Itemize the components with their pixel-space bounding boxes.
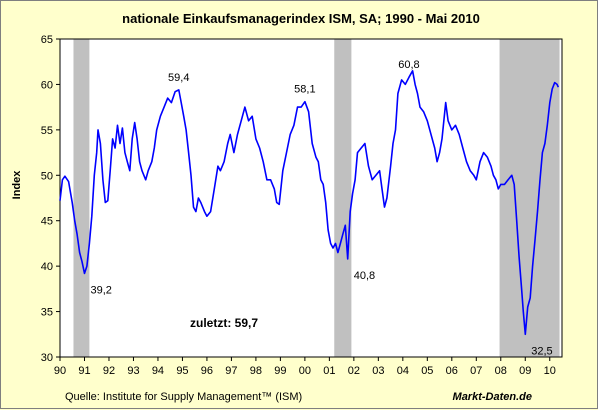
y-tick-label: 45 <box>41 216 53 228</box>
source-note: Quelle: Institute for Supply Management™… <box>65 391 302 403</box>
data-annotation: 40,8 <box>354 270 375 282</box>
y-tick-label: 40 <box>41 261 53 273</box>
x-tick-label: 01 <box>323 365 335 377</box>
x-tick-label: 02 <box>348 365 360 377</box>
x-tick-label: 00 <box>299 365 311 377</box>
x-tick-label: 07 <box>470 365 482 377</box>
x-tick-label: 08 <box>495 365 507 377</box>
x-tick-label: 96 <box>201 365 213 377</box>
y-tick-label: 55 <box>41 125 53 137</box>
y-tick-label: 50 <box>41 170 53 182</box>
x-tick-label: 03 <box>372 365 384 377</box>
x-tick-label: 95 <box>176 365 188 377</box>
data-annotation: 60,8 <box>398 59 419 71</box>
annotations: 59,4 39,2 58,1 40,8 60,8 32,5 <box>90 59 552 357</box>
brand-logo: Markt-Daten.de <box>453 391 532 403</box>
y-tick-label: 65 <box>41 34 53 46</box>
recession-band <box>499 39 560 357</box>
recession-band <box>73 39 90 357</box>
x-tick-label: 99 <box>274 365 286 377</box>
x-tick-label: 94 <box>152 365 164 377</box>
axes: 30 35 40 45 50 55 60 65 90 91 92 93 94 95 96 97 98 99 00 01… <box>41 34 563 377</box>
recession-band <box>334 39 352 357</box>
y-tick-label: 30 <box>41 352 53 364</box>
y-tick-label: 60 <box>41 79 53 91</box>
recession-bands <box>73 39 560 357</box>
data-annotation: 58,1 <box>294 84 315 96</box>
x-tick-label: 98 <box>250 365 262 377</box>
series-line <box>59 70 560 336</box>
x-tick-label: 93 <box>127 365 139 377</box>
data-annotation: 32,5 <box>531 345 552 357</box>
y-tick-label: 35 <box>41 307 53 319</box>
data-annotation: 39,2 <box>90 284 111 296</box>
plot-area <box>60 39 562 357</box>
x-tick-label: 10 <box>544 365 556 377</box>
series-lines <box>59 70 560 336</box>
x-tick-label: 04 <box>397 365 409 377</box>
x-tick-label: 97 <box>225 365 237 377</box>
data-annotation: 59,4 <box>168 72 189 84</box>
y-axis-label: Index <box>11 170 23 200</box>
x-tick-label: 90 <box>54 365 66 377</box>
last-value-label: zuletzt: 59,7 <box>190 316 258 330</box>
x-tick-label: 05 <box>421 365 433 377</box>
x-tick-label: 91 <box>78 365 90 377</box>
x-tick-label: 09 <box>519 365 531 377</box>
chart-title: nationale Einkaufsmanagerindex ISM, SA; … <box>122 11 480 26</box>
x-tick-label: 06 <box>446 365 458 377</box>
x-tick-label: 92 <box>103 365 115 377</box>
